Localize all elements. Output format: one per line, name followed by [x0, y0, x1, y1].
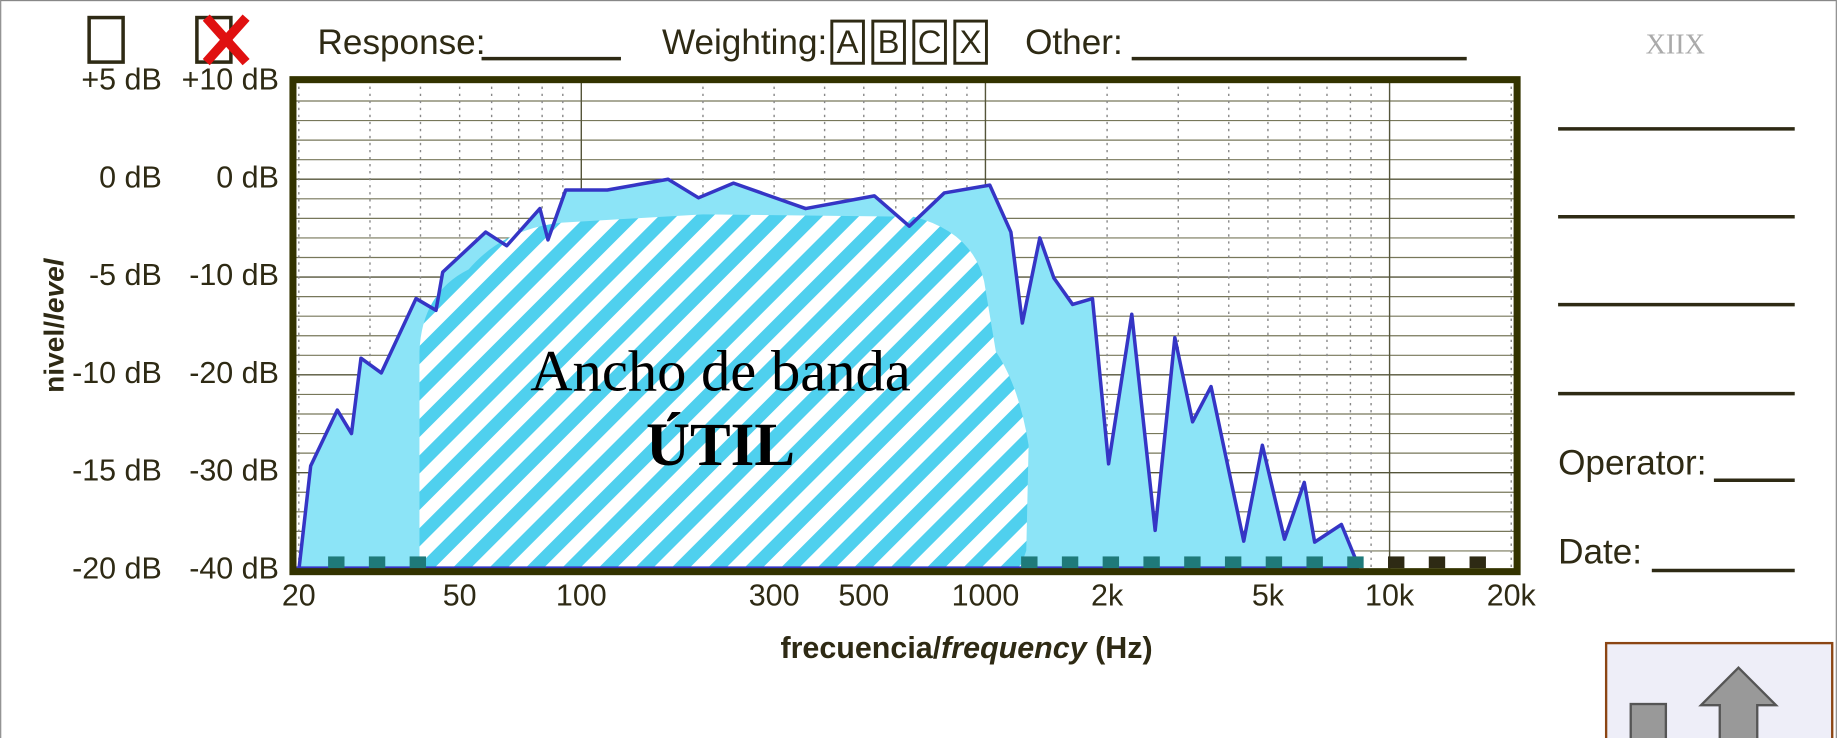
weighting-box[interactable] [871, 19, 906, 65]
date-label: Date: [1558, 532, 1642, 571]
weighting-box[interactable] [830, 19, 865, 65]
y2-tick-label: -10 dB [189, 258, 279, 292]
plot: Ancho de banda ÚTIL [289, 76, 1521, 576]
base-marker [409, 556, 427, 569]
base-marker [1061, 556, 1079, 569]
bandwidth-hatch [419, 214, 1029, 571]
line [297, 177, 1360, 571]
x-tick-label: 50 [443, 578, 477, 612]
y-tick-label: -20 dB [72, 552, 162, 586]
weighting-option: A [837, 23, 859, 60]
base-marker [1388, 556, 1405, 569]
annotation: ÚTIL [646, 412, 795, 479]
other-label: Other: [1025, 23, 1123, 62]
y2-tick-label: -30 dB [189, 454, 279, 488]
y-tick-label: -15 dB [72, 454, 162, 488]
base-marker [1469, 556, 1486, 569]
x-tick-label: 1000 [952, 578, 1020, 612]
base-marker [1347, 556, 1364, 569]
x-tick-label: 500 [838, 578, 889, 612]
weighting-box[interactable] [912, 19, 947, 65]
ticks: +5 dB 0 dB -5 dB -10 dB -15 dB -20 dB +10 dB 0 … [72, 62, 1536, 612]
y-tick-label: -10 dB [72, 356, 162, 390]
weighting-option: B [878, 23, 900, 60]
weighting-box[interactable] [953, 19, 988, 65]
base-marker [328, 556, 345, 569]
x-label-part: frequency [941, 631, 1089, 665]
operator-label: Operator: [1558, 443, 1706, 482]
check-x [202, 14, 250, 66]
base-marker [1143, 556, 1160, 569]
x-tick-label: 10k [1365, 578, 1415, 612]
y-tick-label: -5 dB [89, 258, 162, 292]
x-label-part: frecuencia/ [780, 631, 941, 665]
y2-tick-label: 0 dB [216, 160, 279, 194]
base-marker [368, 556, 386, 569]
response-label: Response: [318, 23, 486, 62]
y-tick-label: +5 dB [81, 62, 161, 96]
base-marker [1184, 556, 1201, 569]
base-marker [1306, 556, 1323, 569]
y2-tick-label: -40 dB [189, 552, 279, 586]
y-label-part: nivel/ [39, 321, 70, 393]
base-marker [1021, 556, 1038, 569]
plot-frame [289, 76, 1521, 576]
y2-tick-label: +10 dB [182, 62, 279, 96]
x-axis-label: frecuencia/frequency (Hz) [780, 631, 1152, 665]
x-label-part: (Hz) [1087, 631, 1153, 665]
nav-button[interactable] [1604, 641, 1834, 738]
weighting-option: X [960, 23, 982, 60]
checkbox[interactable] [87, 15, 125, 64]
x-tick-label: 2k [1091, 578, 1124, 612]
annotation: Ancho de banda [530, 339, 911, 404]
x-tick-label: 100 [556, 578, 607, 612]
y-axis-label: nivel/level [39, 257, 70, 393]
logo: XIIX [1646, 29, 1705, 60]
y2-tick-label: -20 dB [189, 356, 279, 390]
weighting-option: C [918, 23, 942, 60]
y-label-part: level [39, 257, 70, 321]
base-marker [1224, 556, 1242, 569]
base-marker [1265, 556, 1283, 569]
x-tick-label: 20k [1487, 578, 1537, 612]
x-tick-label: 5k [1252, 578, 1285, 612]
base-marker [1428, 556, 1446, 569]
weighting-label: Weighting: [662, 23, 827, 62]
side-fields [1558, 127, 1795, 573]
x-tick-label: 20 [282, 578, 316, 612]
base-marker [1102, 556, 1120, 569]
y-tick-label: 0 dB [99, 160, 162, 194]
x-tick-label: 300 [749, 578, 800, 612]
